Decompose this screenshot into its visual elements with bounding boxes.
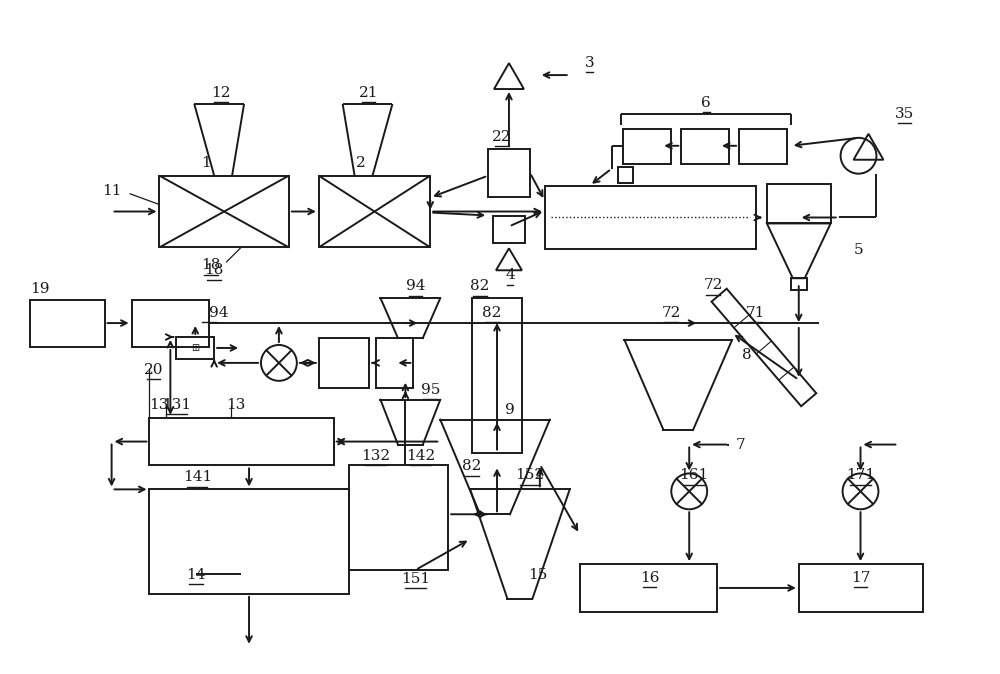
Bar: [319, 176, 430, 247]
Text: 20: 20: [144, 363, 163, 377]
Text: 142: 142: [406, 448, 435, 462]
Bar: [472, 298, 522, 452]
Text: 72: 72: [703, 278, 723, 293]
Bar: [767, 183, 831, 224]
Text: 13: 13: [149, 398, 169, 412]
Text: 4: 4: [505, 268, 515, 282]
Text: 1: 1: [201, 156, 211, 170]
Text: 35: 35: [895, 107, 914, 121]
Text: 151: 151: [401, 572, 430, 586]
Text: 72: 72: [662, 306, 681, 320]
Bar: [132, 300, 209, 347]
Text: 141: 141: [183, 470, 212, 485]
Text: 94: 94: [209, 306, 229, 320]
Bar: [791, 278, 807, 290]
Text: 8: 8: [742, 348, 752, 362]
Text: 161: 161: [680, 468, 709, 483]
Text: 14: 14: [187, 568, 206, 582]
Bar: [349, 466, 448, 570]
Text: 19: 19: [30, 282, 49, 296]
Text: 82: 82: [470, 279, 490, 293]
Text: 82: 82: [462, 460, 482, 473]
Text: 11: 11: [102, 183, 121, 197]
Text: 21: 21: [359, 86, 378, 100]
Text: 13: 13: [226, 398, 246, 412]
Text: 95: 95: [421, 383, 440, 397]
Bar: [488, 149, 530, 197]
Text: 18: 18: [204, 264, 224, 277]
Text: 2: 2: [356, 156, 365, 170]
Text: 94: 94: [406, 279, 425, 293]
Text: 152: 152: [515, 468, 544, 483]
Bar: [681, 129, 729, 164]
Bar: [176, 337, 214, 359]
Text: 171: 171: [846, 468, 875, 483]
Text: 16: 16: [640, 571, 659, 585]
Text: 132: 132: [361, 448, 390, 462]
Text: 5: 5: [854, 243, 863, 257]
Bar: [580, 564, 717, 612]
Bar: [149, 489, 349, 594]
Bar: [149, 418, 334, 466]
Bar: [799, 564, 923, 612]
Text: 12: 12: [211, 86, 231, 100]
Text: 17: 17: [851, 571, 870, 585]
Bar: [376, 338, 413, 388]
Bar: [545, 185, 756, 249]
Bar: [319, 338, 369, 388]
Text: 22: 22: [492, 130, 512, 144]
Bar: [618, 166, 633, 183]
Bar: [159, 176, 289, 247]
Bar: [493, 216, 525, 243]
Text: 9: 9: [505, 402, 515, 417]
Text: ⊞: ⊞: [191, 343, 199, 353]
Text: 6: 6: [701, 96, 711, 110]
Bar: [739, 129, 787, 164]
Text: 3: 3: [585, 56, 594, 70]
Text: 15: 15: [528, 568, 548, 582]
Text: 7: 7: [736, 437, 746, 452]
Bar: [30, 300, 105, 347]
Text: 18: 18: [202, 258, 221, 272]
Bar: [623, 129, 671, 164]
Text: 71: 71: [745, 306, 765, 320]
Text: 131: 131: [162, 398, 191, 412]
Text: 82: 82: [482, 306, 502, 320]
